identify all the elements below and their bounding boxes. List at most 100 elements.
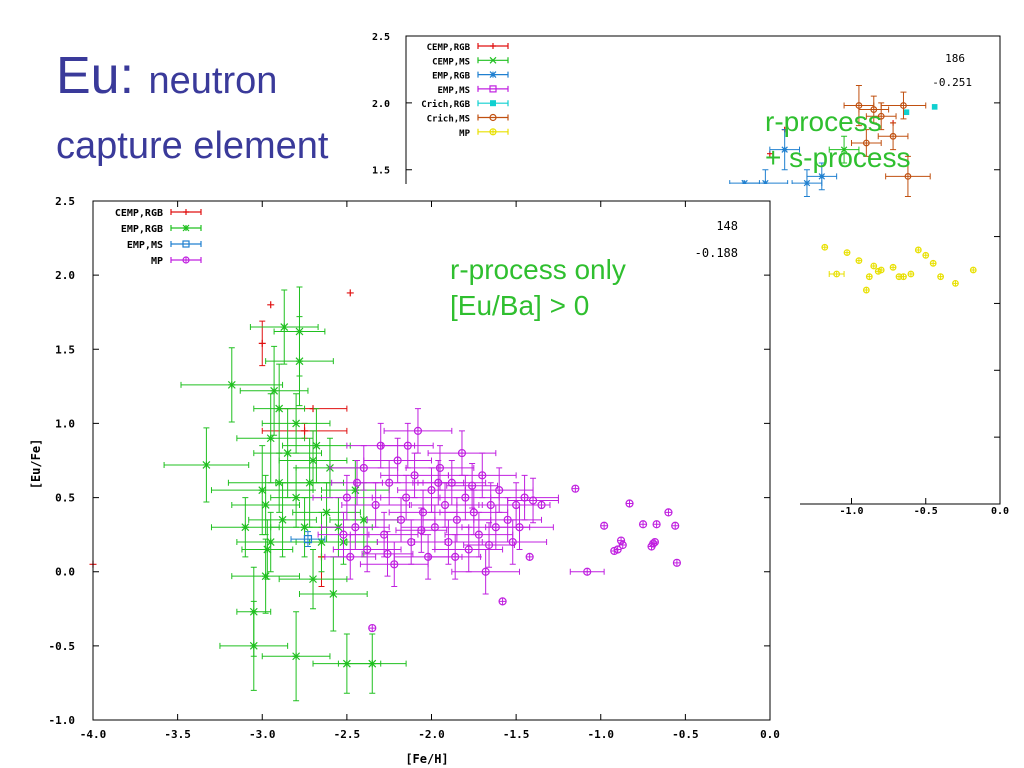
legend-line <box>477 114 509 121</box>
x-tick-label: -3.0 <box>249 728 276 741</box>
data-point-marker <box>529 497 537 505</box>
legend-label: Crich,MS <box>427 114 470 125</box>
data-point-marker <box>509 538 517 546</box>
x-tick-label: -3.5 <box>164 728 191 741</box>
data-point-marker <box>649 540 657 548</box>
data-point-marker <box>182 224 190 232</box>
y-tick-label: -0.5 <box>49 640 76 653</box>
data-point-marker <box>890 264 896 271</box>
data-point-marker <box>908 271 914 277</box>
x-axis-label: [Fe/H] <box>405 752 448 766</box>
data-point-marker <box>863 287 870 293</box>
y-error-bar <box>855 84 862 127</box>
legend-label: EMP,MS <box>437 86 470 96</box>
data-point-marker <box>411 471 419 479</box>
data-point-marker <box>258 339 266 347</box>
data-point-marker <box>781 146 788 153</box>
data-point-marker <box>441 501 449 509</box>
data-point-marker <box>538 501 546 509</box>
x-tick-label: 0.0 <box>991 506 1009 517</box>
note-line: r-process <box>765 106 882 137</box>
data-point-marker <box>614 545 622 553</box>
y-tick-label: 2.5 <box>372 32 390 43</box>
data-point-marker <box>653 520 661 528</box>
data-point-marker <box>359 515 368 524</box>
data-point-marker <box>202 461 211 469</box>
legend-label: CEMP,RGB <box>115 208 163 219</box>
data-point-marker <box>346 289 354 297</box>
y-tick-label: -1.0 <box>49 714 76 727</box>
x-tick-label: -0.5 <box>914 506 938 517</box>
data-point-marker <box>465 545 473 553</box>
data-point-marker <box>407 538 415 546</box>
data-point-marker <box>419 508 427 516</box>
data-point-marker <box>292 652 301 661</box>
data-point-marker <box>673 559 681 567</box>
data-point-marker <box>499 597 507 605</box>
data-point-marker <box>363 545 371 553</box>
data-point-marker <box>295 327 304 336</box>
data-point-marker <box>278 515 287 524</box>
data-point-marker <box>937 273 944 280</box>
data-point-marker <box>626 500 634 508</box>
data-point-marker <box>489 85 497 93</box>
y-error-bar <box>870 95 877 124</box>
y-tick-label: 2.5 <box>55 195 75 208</box>
data-point-marker <box>870 106 878 113</box>
data-point-marker <box>877 112 885 120</box>
data-point-marker <box>904 172 912 180</box>
x-tick-label: -2.5 <box>334 728 361 741</box>
data-point-marker <box>309 456 317 465</box>
data-point-marker <box>458 449 466 457</box>
data-point-marker <box>639 520 647 528</box>
x-tick-label: -1.0 <box>839 506 863 517</box>
x-tick-label: 0.0 <box>760 728 780 741</box>
data-point-marker <box>309 575 317 584</box>
data-point-marker <box>844 249 850 256</box>
legend-label: EMP,RGB <box>432 72 471 82</box>
data-point-marker <box>490 128 496 135</box>
data-point-marker <box>322 508 331 517</box>
data-point-marker <box>903 109 910 116</box>
data-point-marker <box>495 486 503 494</box>
data-point-marker <box>183 257 189 263</box>
data-point-marker <box>516 523 524 531</box>
data-point-marker <box>312 441 321 450</box>
data-point-marker <box>417 526 425 534</box>
data-point-marker <box>280 323 289 331</box>
data-point-marker <box>889 132 897 140</box>
data-point-marker <box>414 427 422 435</box>
title-rest: neutron <box>148 60 278 102</box>
data-point-marker <box>453 516 461 524</box>
data-point-marker <box>475 531 483 539</box>
data-point-marker <box>258 486 267 495</box>
data-point-marker <box>360 464 368 472</box>
x-tick-label: -2.0 <box>418 728 445 741</box>
y-error-bar <box>904 155 911 197</box>
data-point-marker <box>617 537 625 545</box>
data-point-marker <box>434 479 442 487</box>
data-point-marker <box>351 486 360 495</box>
data-point-marker <box>283 449 292 458</box>
data-point-marker <box>870 263 877 269</box>
y-tick-label: 0.5 <box>55 492 75 505</box>
data-point-marker <box>521 494 529 502</box>
y-tick-label: 1.5 <box>55 343 75 356</box>
data-point-marker <box>346 553 354 561</box>
data-point-marker <box>339 531 347 539</box>
data-point-marker <box>261 501 270 509</box>
legend-label: MP <box>151 256 163 267</box>
y-tick-label: 1.0 <box>55 417 75 430</box>
data-point-marker <box>900 102 907 109</box>
title-element-symbol: Eu: <box>56 47 135 105</box>
data-point-marker <box>249 607 258 616</box>
slide-title-line2: capture element <box>56 125 329 167</box>
data-point-marker <box>461 494 469 502</box>
legend-label: EMP,MS <box>127 240 163 251</box>
data-point-marker <box>351 523 359 531</box>
y-axis-label: [Eu/Fe] <box>29 439 43 490</box>
data-point-marker <box>651 538 659 546</box>
legend-line <box>170 241 202 247</box>
data-point-marker <box>402 494 410 502</box>
data-point-marker <box>931 104 938 110</box>
